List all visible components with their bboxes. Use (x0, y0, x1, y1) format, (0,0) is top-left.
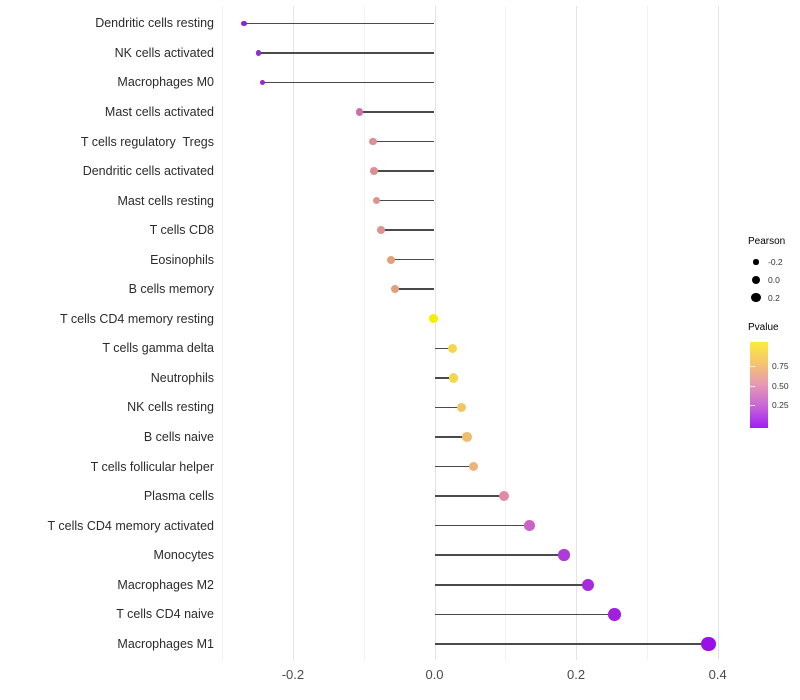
category-label: Macrophages M0 (117, 75, 214, 90)
lollipop-stem (434, 613, 615, 616)
lollipop-dot (390, 285, 399, 294)
lollipop-dot (372, 196, 381, 205)
x-tick-label: 0.4 (708, 667, 727, 682)
category-label: T cells CD4 memory resting (60, 311, 214, 326)
category-label: T cells gamma delta (102, 341, 214, 356)
lollipop-stem (434, 583, 589, 586)
lollipop-stem (258, 52, 435, 54)
gridline-x--0.2 (292, 6, 294, 660)
lollipop-dot (241, 20, 247, 26)
pvalue-tick-label: 0.75 (772, 361, 789, 372)
lollipop-dot (456, 402, 467, 413)
category-label: NK cells activated (114, 45, 214, 60)
pvalue-tick-label: 0.50 (772, 381, 789, 392)
gridline-x-0.2 (576, 6, 578, 660)
lollipop-stem (434, 347, 453, 350)
lollipop-dot (255, 50, 261, 56)
size-legend-label: 0.0 (768, 274, 780, 285)
lollipop-stem (372, 140, 435, 143)
gridline-x--0.1 (363, 6, 365, 660)
gridline-x-0.3 (646, 6, 648, 660)
plot-panel (218, 6, 738, 660)
lollipop-stem (244, 22, 435, 25)
lollipop-dot (429, 314, 439, 324)
category-label: Neutrophils (150, 370, 214, 385)
size-legend-dot (753, 259, 759, 265)
lollipop-dot (608, 608, 621, 621)
lollipop-dot (468, 461, 479, 472)
lollipop-stem (434, 465, 474, 468)
lollipop-stem (434, 377, 454, 379)
lollipop-dot (386, 255, 395, 264)
lollipop-stem (381, 229, 435, 231)
gridline-x-0.4 (717, 6, 719, 660)
category-label: T cells CD8 (149, 223, 214, 238)
x-tick-label: 0.0 (425, 667, 444, 682)
x-tick-label: 0.2 (567, 667, 586, 682)
category-label: Dendritic cells resting (95, 16, 214, 31)
pvalue-tick-label: 0.25 (772, 400, 789, 411)
size-legend-dot (751, 292, 761, 303)
lollipop-dot (462, 432, 472, 442)
lollipop-dot (369, 137, 377, 146)
category-label: T cells regulatory Tregs (80, 134, 214, 149)
lollipop-dot (498, 490, 509, 502)
category-label: Dendritic cells activated (82, 164, 214, 179)
color-legend-title: Pvalue (748, 322, 779, 333)
category-label: Mast cells activated (104, 104, 214, 119)
gridline-x--0.3 (222, 6, 224, 660)
pvalue-gradient-tickmark (750, 385, 755, 388)
lollipop-stem (434, 406, 462, 409)
category-label: T cells CD4 naive (116, 607, 214, 622)
size-legend-title: Pearson (748, 236, 786, 247)
size-legend-label: -0.2 (768, 257, 783, 267)
category-label: Macrophages M1 (117, 636, 214, 651)
x-tick-label: -0.2 (281, 667, 305, 682)
gridline-x-0.1 (505, 6, 507, 660)
gridline-x-0 (434, 6, 436, 660)
lollipop-stem (376, 199, 435, 202)
lollipop-stem (359, 111, 435, 113)
lollipop-dot (701, 636, 716, 651)
category-label: Mast cells resting (117, 193, 214, 208)
category-label: B cells memory (128, 282, 214, 297)
lollipop-dot (259, 79, 266, 86)
category-label: Macrophages M2 (117, 577, 214, 592)
lollipop-dot (355, 108, 364, 116)
pvalue-gradient-tickmark (750, 365, 755, 368)
category-label: Eosinophils (150, 252, 214, 267)
category-label: Monocytes (153, 548, 214, 563)
lollipop-dot (558, 549, 570, 561)
lollipop-stem (390, 258, 435, 261)
lollipop-stem (434, 524, 530, 527)
lollipop-stem (434, 554, 565, 556)
category-label: Plasma cells (143, 489, 214, 504)
lollipop-dot (377, 226, 386, 235)
category-label: B cells naive (143, 430, 214, 444)
lollipop-dot (447, 343, 457, 353)
lollipop-stem (434, 436, 468, 438)
pvalue-gradient-tickmark (750, 404, 755, 407)
lollipop-stem (374, 170, 435, 172)
lollipop-stem (434, 495, 504, 497)
lollipop-dot (370, 167, 379, 175)
lollipop-stem (434, 643, 709, 645)
lollipop-stem (394, 288, 435, 291)
size-legend-dot (752, 275, 760, 284)
lollipop-dot (523, 520, 535, 532)
category-label: T cells follicular helper (90, 459, 214, 474)
lollipop-dot (582, 578, 595, 591)
category-label: T cells CD4 memory activated (47, 518, 215, 533)
lollipop-stem (262, 81, 435, 84)
category-label: NK cells resting (127, 400, 214, 415)
size-legend-label: 0.2 (768, 292, 780, 303)
lollipop-dot (448, 373, 459, 383)
pvalue-gradient-bar (750, 342, 768, 428)
